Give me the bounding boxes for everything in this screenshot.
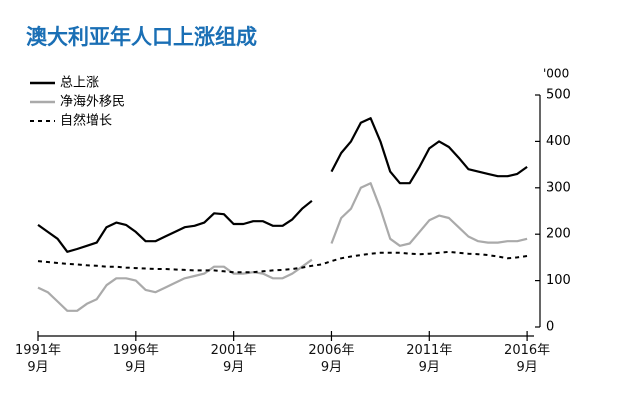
x-tick-label: 1991年 9月	[14, 343, 62, 375]
x-tick-label: 2001年 9月	[210, 343, 257, 375]
legend-label: 净海外移民	[60, 95, 125, 110]
line-series	[37, 182, 528, 312]
y-tick-label: 0	[546, 320, 554, 335]
x-tick-label: 1996年 9月	[112, 343, 159, 375]
line-series	[37, 117, 528, 253]
x-tick-label: 2011年 9月	[406, 343, 453, 375]
y-tick-label: 500	[546, 88, 571, 103]
x-tick-label: 2016年 9月	[504, 343, 551, 375]
x-tick-label: 2006年 9月	[308, 343, 355, 375]
y-tick-label: 100	[546, 273, 571, 288]
y-tick-label: 200	[546, 227, 571, 242]
chart-title: 澳大利亚年人口上涨组成	[26, 25, 257, 49]
y-tick-label: 300	[546, 180, 571, 195]
line-series	[37, 250, 528, 274]
legend-label: 总上涨	[60, 76, 99, 91]
legend-label: 自然增长	[60, 113, 112, 129]
y-unit: '000	[543, 67, 569, 81]
y-tick-label: 400	[546, 134, 571, 149]
